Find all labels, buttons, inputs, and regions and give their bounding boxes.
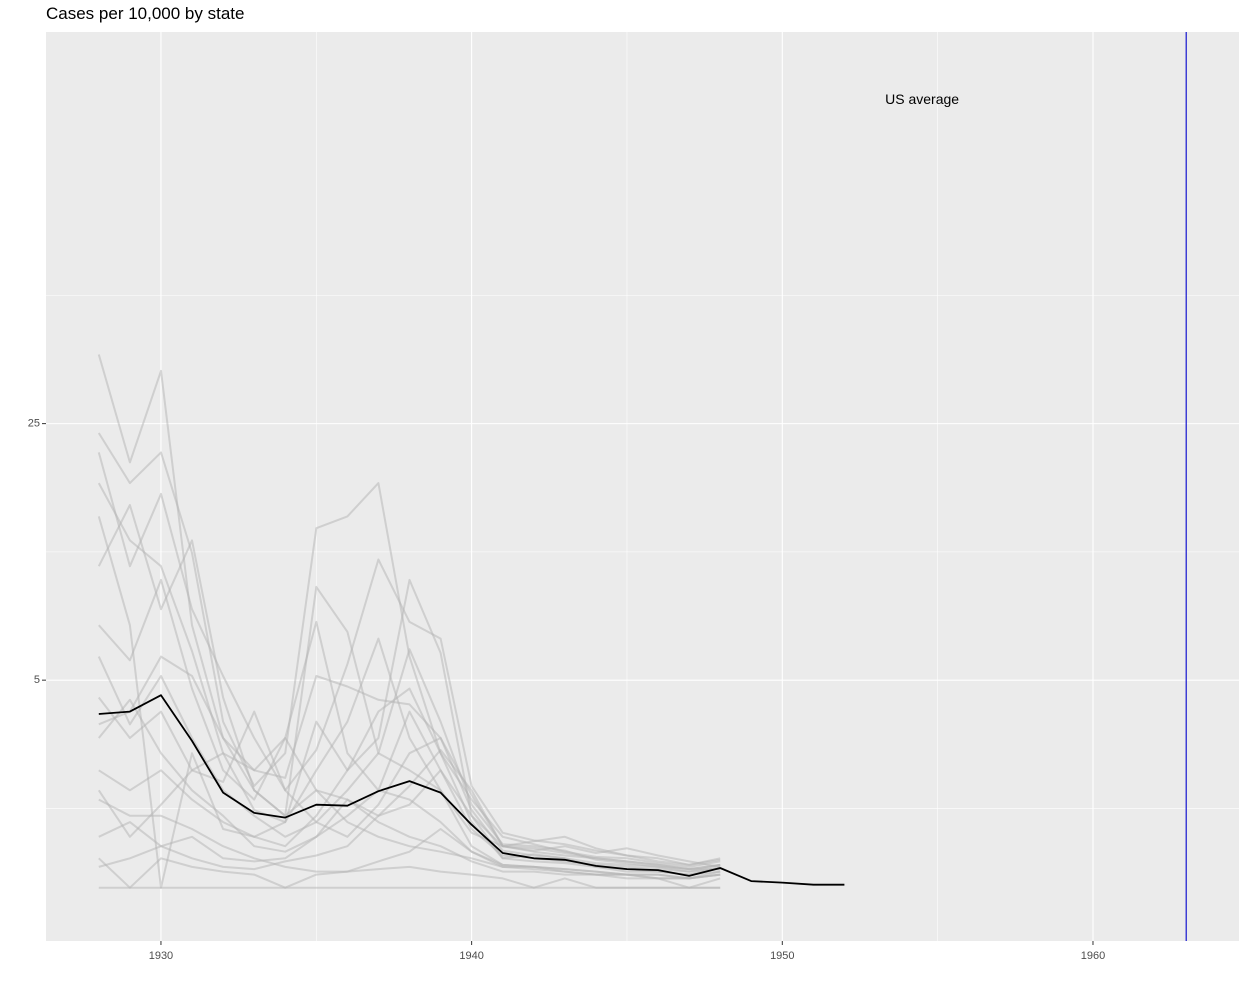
x-tick-label: 1940 <box>459 950 483 962</box>
x-axis: 1930 1940 1950 1960 <box>149 941 1105 962</box>
state-series-line <box>97 737 721 880</box>
state-series-line <box>98 578 721 873</box>
state-series-line <box>97 482 721 876</box>
y-tick-label: 25 <box>28 418 40 430</box>
state-series-line <box>98 798 721 889</box>
chart-title: Cases per 10,000 by state <box>46 4 245 23</box>
state-series-line <box>97 516 721 889</box>
state-series-line <box>98 749 721 871</box>
average-line-group <box>98 694 845 886</box>
x-tick-label: 1960 <box>1081 950 1105 962</box>
us-average-line <box>98 694 845 886</box>
grid-major <box>46 32 1239 941</box>
annotations: US average <box>885 91 959 107</box>
x-tick-label: 1950 <box>770 950 794 962</box>
state-series-line <box>97 504 721 871</box>
state-series-line <box>97 432 721 868</box>
x-tick-label: 1930 <box>149 950 173 962</box>
annotation-label: US average <box>885 91 959 107</box>
y-axis: 5 25 <box>28 418 46 686</box>
plot-panel <box>46 32 1239 941</box>
state-series-line <box>98 696 721 873</box>
state-series-line <box>98 655 721 868</box>
y-tick-label: 5 <box>34 674 40 686</box>
